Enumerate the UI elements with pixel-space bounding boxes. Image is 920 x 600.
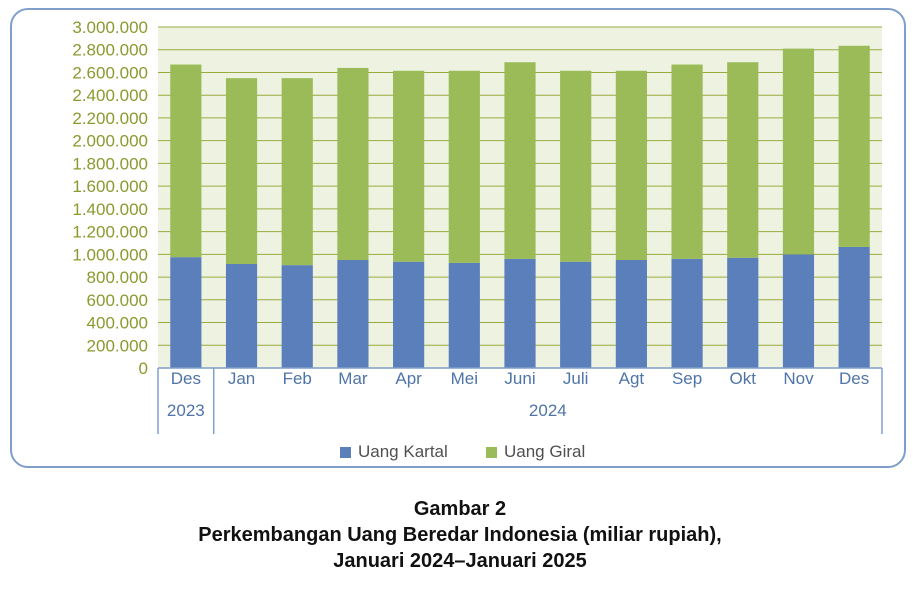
y-tick-label: 2.600.000 <box>72 63 148 82</box>
bar-uang-giral <box>448 70 480 263</box>
y-tick-label: 800.000 <box>87 268 148 287</box>
legend-swatch-uang-kartal <box>340 447 351 458</box>
figure-label: Gambar 2 <box>413 498 507 520</box>
bar-uang-giral <box>838 45 870 247</box>
bar-uang-giral <box>393 70 425 262</box>
x-tick-label: Feb <box>283 369 312 388</box>
bar-uang-kartal <box>727 257 759 368</box>
bar-uang-kartal <box>448 262 480 368</box>
bar-uang-giral <box>671 64 703 259</box>
y-tick-label: 3.000.000 <box>72 18 148 37</box>
y-tick-label: 1.400.000 <box>72 200 148 219</box>
bar-uang-kartal <box>393 261 425 368</box>
bar-uang-giral <box>615 70 647 261</box>
chart-frame: 0 200.000 400.000 600.000 800.000 1.000.000 1.… <box>10 8 906 468</box>
x-tick-label: Des <box>839 369 869 388</box>
y-tick-label: 200.000 <box>87 336 148 355</box>
x-tick-label: Juli <box>563 369 589 388</box>
stacked-bar-chart: 0 200.000 400.000 600.000 800.000 1.000.000 1.… <box>72 18 883 461</box>
bar-uang-kartal <box>170 257 202 368</box>
x-tick-label: Sep <box>672 369 702 388</box>
bar-uang-giral <box>727 62 759 258</box>
bar-uang-kartal <box>560 261 592 368</box>
y-tick-label: 2.200.000 <box>72 109 148 128</box>
bar-uang-giral <box>281 78 313 266</box>
figure-title-line-2: Januari 2024–Januari 2025 <box>333 550 587 572</box>
x-tick-label: Apr <box>395 369 422 388</box>
y-tick-label: 1.600.000 <box>72 177 148 196</box>
legend-label-uang-kartal: Uang Kartal <box>358 442 448 461</box>
bar-uang-giral <box>504 62 536 259</box>
bar-uang-kartal <box>615 260 647 368</box>
bar-uang-kartal <box>281 265 313 368</box>
x-group-label: 2023 <box>167 401 205 420</box>
bar-uang-kartal <box>671 258 703 368</box>
x-tick-label: Agt <box>619 369 645 388</box>
bar-uang-kartal <box>504 258 536 368</box>
x-tick-label: Mei <box>451 369 478 388</box>
bar-uang-kartal <box>225 263 258 368</box>
legend-swatch-uang-giral <box>486 447 497 458</box>
bar-uang-giral <box>560 70 592 262</box>
y-tick-label: 1.200.000 <box>72 223 148 242</box>
bar-uang-giral <box>337 67 369 261</box>
x-tick-label: Des <box>171 369 201 388</box>
y-tick-label: 2.000.000 <box>72 132 148 151</box>
x-tick-label: Juni <box>504 369 535 388</box>
y-tick-label: 1.000.000 <box>72 245 148 264</box>
y-tick-label: 400.000 <box>87 314 148 333</box>
bar-uang-giral <box>782 48 815 255</box>
bar-uang-kartal <box>337 260 369 368</box>
bar-uang-kartal <box>782 254 815 368</box>
x-tick-label: Okt <box>730 369 757 388</box>
legend-label-uang-giral: Uang Giral <box>504 442 585 461</box>
x-group-label: 2024 <box>529 401 567 420</box>
x-tick-label: Mar <box>338 369 368 388</box>
bar-uang-kartal <box>838 246 870 368</box>
figure-caption: Gambar 2 Perkembangan Uang Beredar Indon… <box>0 496 920 574</box>
x-tick-label: Jan <box>228 369 255 388</box>
y-tick-label: 1.800.000 <box>72 154 148 173</box>
y-tick-label: 2.800.000 <box>72 41 148 60</box>
bar-uang-giral <box>170 64 202 258</box>
y-tick-label: 2.400.000 <box>72 86 148 105</box>
y-tick-label: 600.000 <box>87 291 148 310</box>
y-tick-label: 0 <box>139 359 148 378</box>
x-tick-label: Nov <box>783 369 814 388</box>
bar-uang-giral <box>225 78 258 264</box>
figure-title-line-1: Perkembangan Uang Beredar Indonesia (mil… <box>198 524 722 546</box>
